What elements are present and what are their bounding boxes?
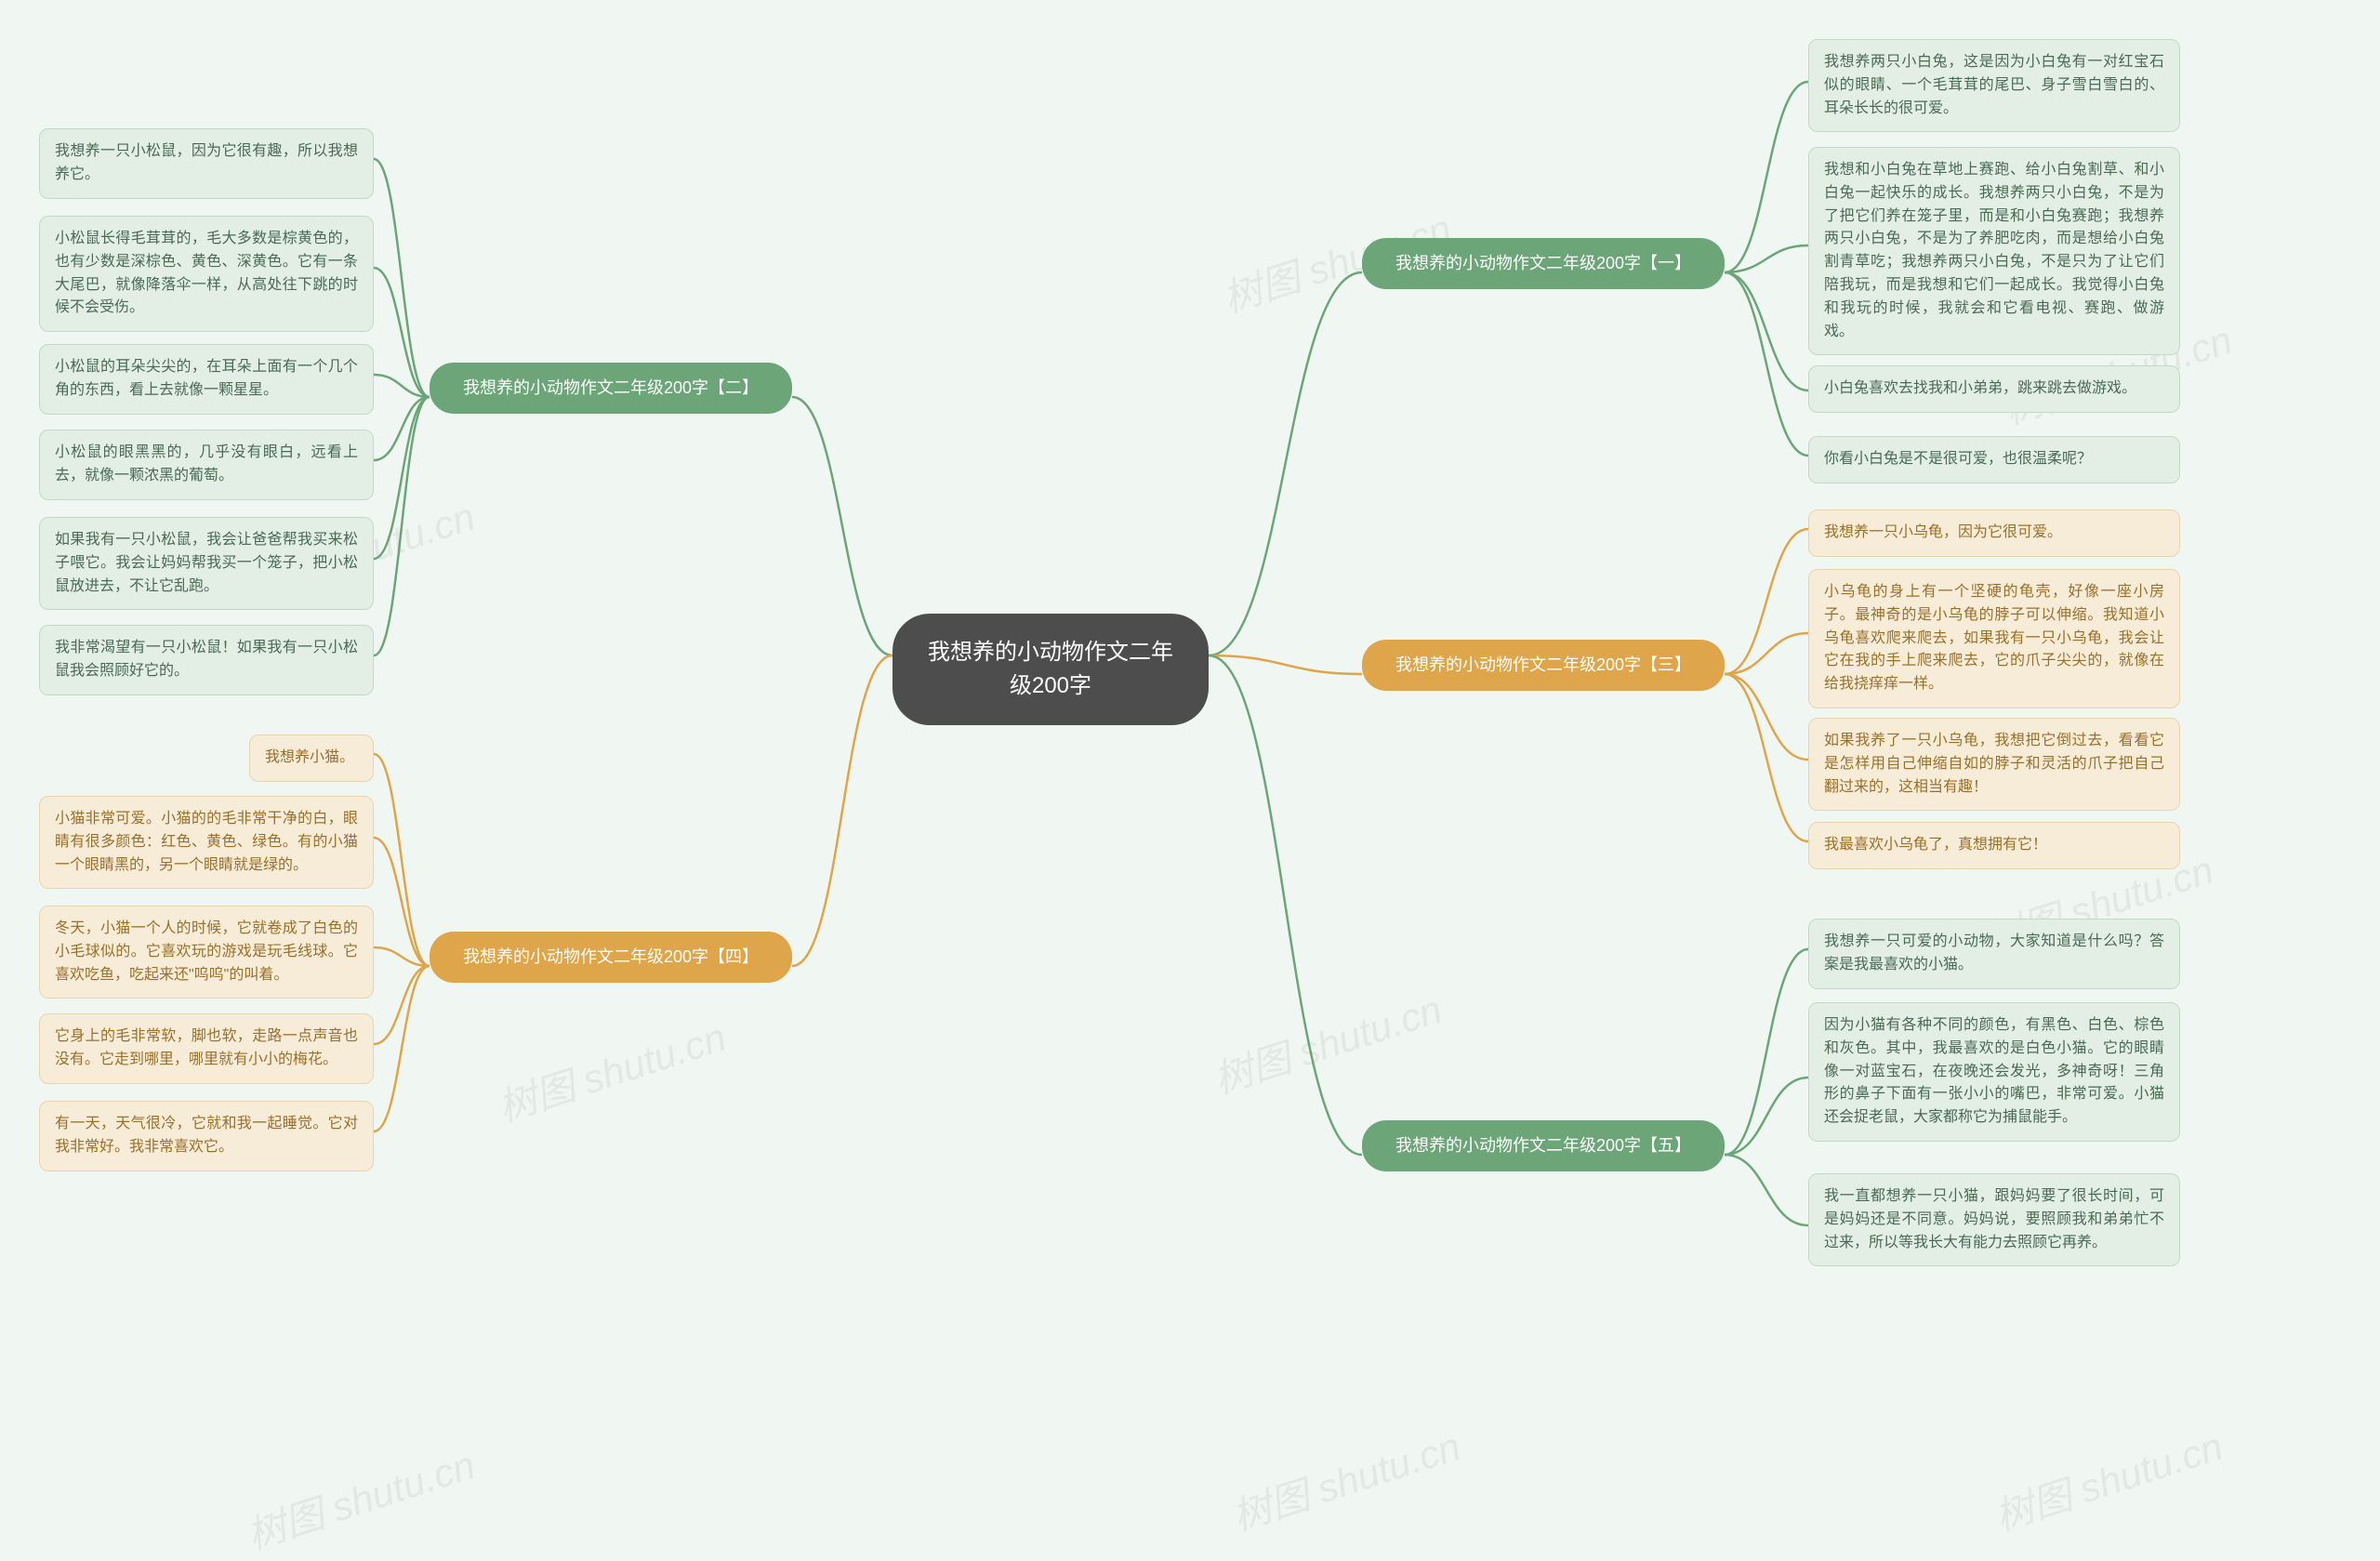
leaf-node: 它身上的毛非常软，脚也软，走路一点声音也没有。它走到哪里，哪里就有小小的梅花。 (39, 1013, 374, 1084)
leaf-node: 我想养一只可爱的小动物，大家知道是什么吗？答案是我最喜欢的小猫。 (1808, 919, 2180, 989)
leaf-node: 如果我养了一只小乌龟，我想把它倒过去，看看它是怎样用自己伸缩自如的脖子和灵活的爪… (1808, 718, 2180, 811)
branch-node: 我想养的小动物作文二年级200字【一】 (1362, 238, 1725, 289)
leaf-node: 我最喜欢小乌龟了，真想拥有它！ (1808, 822, 2180, 869)
leaf-node: 有一天，天气很冷，它就和我一起睡觉。它对我非常好。我非常喜欢它。 (39, 1101, 374, 1171)
center-label: 我想养的小动物作文二年级200字 (924, 636, 1177, 703)
leaf-node: 因为小猫有各种不同的颜色，有黑色、白色、棕色和灰色。其中，我最喜欢的是白色小猫。… (1808, 1002, 2180, 1142)
leaf-node: 我想养小猫。 (249, 734, 374, 782)
branch-node: 我想养的小动物作文二年级200字【五】 (1362, 1120, 1725, 1171)
leaf-node: 你看小白兔是不是很可爱，也很温柔呢？ (1808, 436, 2180, 483)
leaf-node: 冬天，小猫一个人的时候，它就卷成了白色的小毛球似的。它喜欢玩的游戏是玩毛线球。它… (39, 906, 374, 999)
watermark: 树图 shutu.cn (1206, 978, 1448, 1105)
branch-node: 我想养的小动物作文二年级200字【四】 (430, 932, 792, 983)
leaf-node: 小白兔喜欢去找我和小弟弟，跳来跳去做游戏。 (1808, 365, 2180, 413)
leaf-node: 如果我有一只小松鼠，我会让爸爸帮我买来松子喂它。我会让妈妈帮我买一个笼子，把小松… (39, 517, 374, 610)
leaf-node: 我想养一只小乌龟，因为它很可爱。 (1808, 509, 2180, 557)
leaf-node: 小松鼠长得毛茸茸的，毛大多数是棕黄色的，也有少数是深棕色、黄色、深黄色。它有一条… (39, 216, 374, 332)
center-node: 我想养的小动物作文二年级200字 (892, 614, 1209, 725)
leaf-node: 我非常渴望有一只小松鼠！如果我有一只小松鼠我会照顾好它的。 (39, 625, 374, 695)
watermark: 树图 shutu.cn (239, 1434, 482, 1561)
leaf-node: 我想养两只小白兔，这是因为小白兔有一对红宝石似的眼睛、一个毛茸茸的尾巴、身子雪白… (1808, 39, 2180, 132)
watermark: 树图 shutu.cn (1224, 1415, 1467, 1542)
leaf-node: 我想养一只小松鼠，因为它很有趣，所以我想养它。 (39, 128, 374, 199)
leaf-node: 小松鼠的耳朵尖尖的，在耳朵上面有一个几个角的东西，看上去就像一颗星星。 (39, 344, 374, 415)
leaf-node: 小松鼠的眼黑黑的，几乎没有眼白，远看上去，就像一颗浓黑的葡萄。 (39, 430, 374, 500)
leaf-node: 我一直都想养一只小猫，跟妈妈要了很长时间，可是妈妈还是不同意。妈妈说，要照顾我和… (1808, 1173, 2180, 1266)
watermark: 树图 shutu.cn (490, 1006, 733, 1133)
leaf-node: 我想和小白兔在草地上赛跑、给小白兔割草、和小白兔一起快乐的成长。我想养两只小白兔… (1808, 147, 2180, 355)
leaf-node: 小猫非常可爱。小猫的的毛非常干净的白，眼睛有很多颜色：红色、黄色、绿色。有的小猫… (39, 796, 374, 889)
branch-node: 我想养的小动物作文二年级200字【三】 (1362, 640, 1725, 691)
leaf-node: 小乌龟的身上有一个坚硬的龟壳，好像一座小房子。最神奇的是小乌龟的脖子可以伸缩。我… (1808, 569, 2180, 708)
branch-node: 我想养的小动物作文二年级200字【二】 (430, 363, 792, 414)
watermark: 树图 shutu.cn (1987, 1415, 2229, 1542)
